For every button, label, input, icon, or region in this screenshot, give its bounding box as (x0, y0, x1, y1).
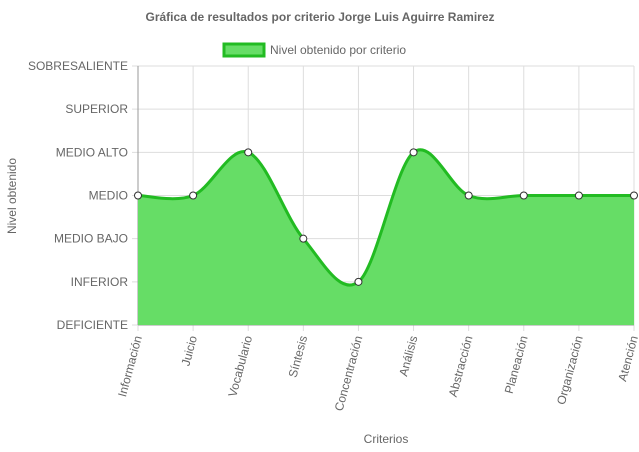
x-tick-label: Atención (615, 334, 639, 383)
data-points (134, 148, 638, 286)
x-axis-title: Criterios (364, 432, 409, 446)
series-area-fill (138, 149, 634, 325)
y-axis-title: Nivel obtenido (5, 158, 19, 234)
x-tick-label: Vocabulario (225, 334, 255, 399)
area-series (137, 148, 634, 325)
y-axis-ticks: DEFICIENTE INFERIOR MEDIO BAJO MEDIO MEDIO A… (28, 59, 128, 332)
series-line (137, 148, 634, 287)
data-point[interactable] (354, 277, 363, 286)
data-point[interactable] (574, 191, 583, 200)
y-tick-label: SOBRESALIENTE (28, 59, 128, 73)
x-tick-label: Información (115, 334, 145, 398)
data-point[interactable] (134, 191, 142, 200)
data-point[interactable] (244, 148, 253, 157)
y-tick-label: MEDIO BAJO (54, 232, 128, 246)
x-tick-label: Juicio (179, 334, 201, 368)
legend-swatch (222, 42, 266, 58)
chart-title: Gráfica de resultados por criterio Jorge… (146, 10, 495, 24)
data-point[interactable] (299, 234, 308, 243)
x-tick-label: Análisis (396, 334, 420, 378)
data-point[interactable] (630, 191, 638, 200)
x-tick-label: Planeación (502, 334, 531, 395)
y-tick-label: DEFICIENTE (57, 318, 128, 332)
legend[interactable]: Nivel obtenido por criterio (222, 42, 406, 58)
data-point[interactable] (464, 191, 473, 200)
x-tick-label: Organización (554, 334, 586, 406)
y-tick-label: MEDIO ALTO (56, 145, 128, 159)
data-point[interactable] (519, 191, 528, 200)
y-tick-label: MEDIO (89, 189, 128, 203)
x-tick-label: Abstracción (446, 334, 476, 398)
x-axis-ticks: Información Juicio Vocabulario Síntesis Conc… (115, 334, 639, 413)
legend-label: Nivel obtenido por criterio (270, 43, 406, 57)
x-tick-label: Concentración (332, 334, 366, 412)
data-point[interactable] (409, 148, 418, 157)
y-tick-label: INFERIOR (71, 275, 129, 289)
data-point[interactable] (189, 191, 198, 200)
x-tick-label: Síntesis (286, 334, 311, 379)
y-tick-label: SUPERIOR (65, 102, 128, 116)
